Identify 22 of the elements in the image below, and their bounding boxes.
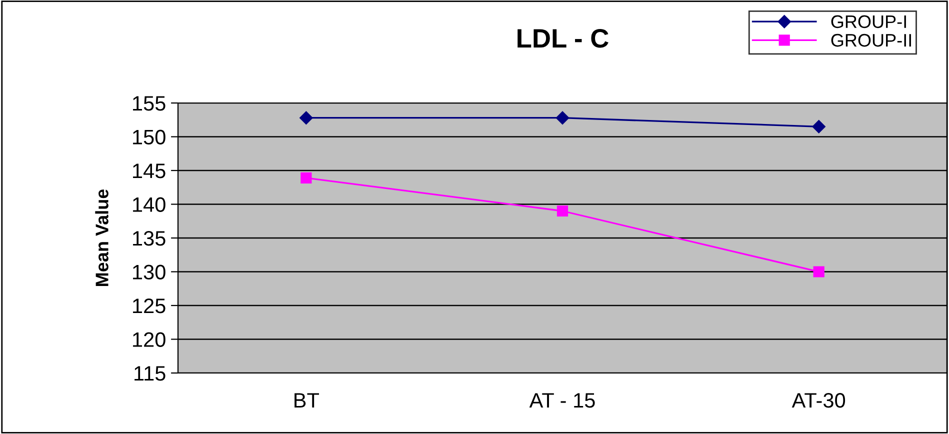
point bbox=[813, 266, 824, 278]
y-tick-label: 135 bbox=[133, 231, 166, 246]
y-tick-label: 155 bbox=[133, 96, 166, 111]
legend-label: GROUP-I bbox=[831, 15, 906, 28]
y-axis-title: Mean Value bbox=[95, 189, 108, 286]
x-tick-label: BT bbox=[294, 393, 319, 408]
point bbox=[556, 111, 570, 124]
y-tick-label: 150 bbox=[133, 130, 166, 145]
y-tick-label: 115 bbox=[134, 366, 166, 381]
legend-label: GROUP-II bbox=[831, 34, 911, 47]
point bbox=[300, 172, 312, 184]
x-tick-label: AT-30 bbox=[792, 392, 846, 408]
point bbox=[556, 205, 568, 217]
y-tick-label: 140 bbox=[133, 197, 166, 212]
x-tick-label: AT - 15 bbox=[529, 393, 595, 408]
point bbox=[812, 120, 826, 134]
y-tick-label: 120 bbox=[133, 332, 166, 348]
y-tick-label: 130 bbox=[133, 264, 166, 280]
y-tick-label: 145 bbox=[133, 164, 166, 178]
point bbox=[300, 111, 313, 124]
chart-title: LDL - C bbox=[518, 29, 608, 48]
y-tick-label: 125 bbox=[133, 298, 166, 314]
